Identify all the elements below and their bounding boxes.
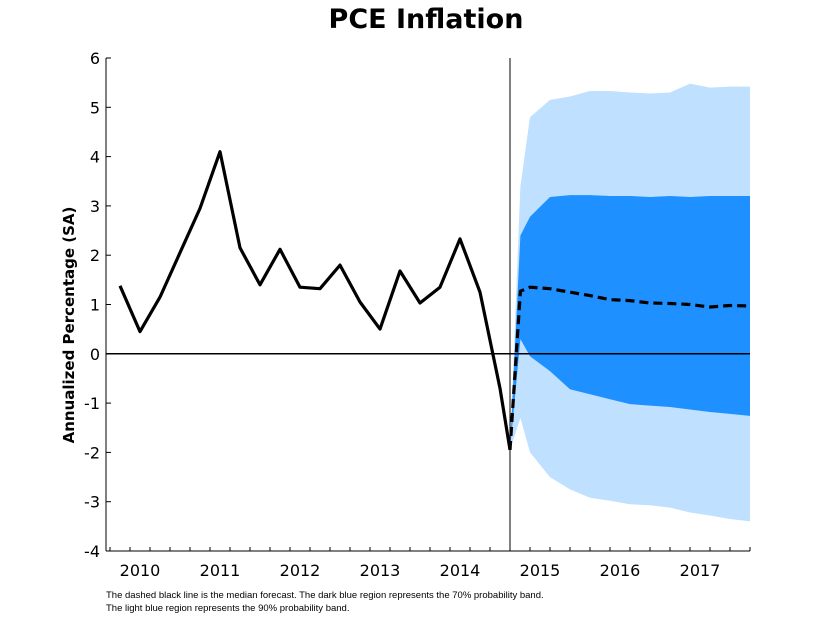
x-tick-label: 2015 [520, 561, 561, 580]
x-tick-label: 2012 [280, 561, 321, 580]
chart-title: PCE Inflation [328, 4, 524, 35]
band-70-percent [510, 195, 750, 450]
x-tick-label: 2010 [120, 561, 161, 580]
y-tick-label: 0 [90, 345, 100, 364]
x-tick-label: 2013 [360, 561, 401, 580]
tick-labels: -4 -3 -2 -1 0 1 2 3 4 5 6 2010 2011 2012 2013 2014 2015 2… [84, 49, 751, 580]
x-tick-label: 2014 [440, 561, 481, 580]
y-tick-label: -4 [84, 542, 100, 561]
y-tick-label: 3 [90, 197, 100, 216]
y-tick-label: 2 [90, 246, 100, 265]
y-tick-label: 1 [90, 296, 100, 315]
y-axis-label: Annualized Percentage (SA) [60, 207, 78, 444]
probability-bands [510, 83, 750, 522]
chart-note-bands: The light blue region represents the 90%… [106, 603, 350, 614]
y-tick-label: -1 [84, 394, 100, 413]
y-tick-label: 6 [90, 49, 100, 68]
median-forecast-line [508, 285, 751, 451]
reference-lines [106, 58, 750, 551]
x-tick-label: 2011 [200, 561, 241, 580]
y-tick-label: 4 [90, 148, 100, 167]
data-series [118, 150, 751, 451]
y-tick-label: -3 [84, 493, 100, 512]
chart-note-median: The dashed black line is the median fore… [106, 590, 544, 601]
historical-series-line [118, 150, 512, 451]
x-tick-label: 2016 [600, 561, 641, 580]
y-tick-label: -2 [84, 443, 100, 462]
y-tick-label: 5 [90, 98, 100, 117]
x-tick-label: 2017 [680, 561, 721, 580]
